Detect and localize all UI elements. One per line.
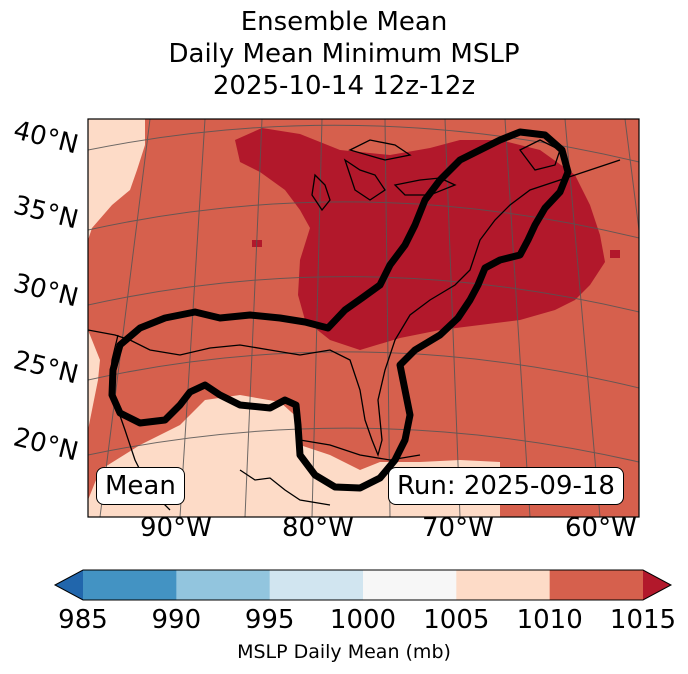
map-frame [87,118,640,518]
colorbar-under-arrow [55,570,83,600]
mslp-map [87,118,640,518]
colorbar-tick-1000: 1000 [329,605,397,635]
colorbar-tick-1010: 1010 [516,605,583,635]
colorbar-label: MSLP Daily Mean (mb) [237,641,451,663]
field-1005-1010-southwest [88,330,100,430]
colorbar-outline [53,569,673,601]
colorbar-tick-1015: 1015 [609,605,677,635]
mean-label-box: Mean [96,467,185,505]
field-above-1015 [235,128,605,350]
colorbar-tick-1005: 1005 [423,605,490,635]
colorbar-tick-990: 990 [151,605,202,635]
graticule [88,119,639,517]
lon-label-70w: 70°W [422,513,494,543]
colorbar-tick-995: 995 [244,605,295,635]
colorbar-over-arrow [643,570,671,600]
colorbar-bin-985-990 [83,570,177,600]
lon-label-80w: 80°W [282,513,354,543]
title-line-2: Daily Mean Minimum MSLP [168,39,520,69]
lon-label-90w: 90°W [140,513,212,543]
colorbar-bin-1000-1005 [363,570,457,600]
run-date-box: Run: 2025-09-18 [388,467,624,505]
colorbar-bin-1005-1010 [456,570,551,600]
colorbar-bin-995-1000 [269,570,364,600]
colorbar-bin-1010-1015 [549,570,644,600]
contour-outline [108,128,572,492]
lon-label-60w: 60°W [565,513,637,543]
colorbar-tick-985: 985 [58,605,108,635]
field-above-1015-speck-2 [610,250,620,258]
title-line-1: Ensemble Mean [240,7,448,37]
title-line-3: 2025-10-14 12z-12z [212,71,476,101]
field-1005-1010-west [88,119,145,240]
colorbar-bin-990-995 [176,570,271,600]
